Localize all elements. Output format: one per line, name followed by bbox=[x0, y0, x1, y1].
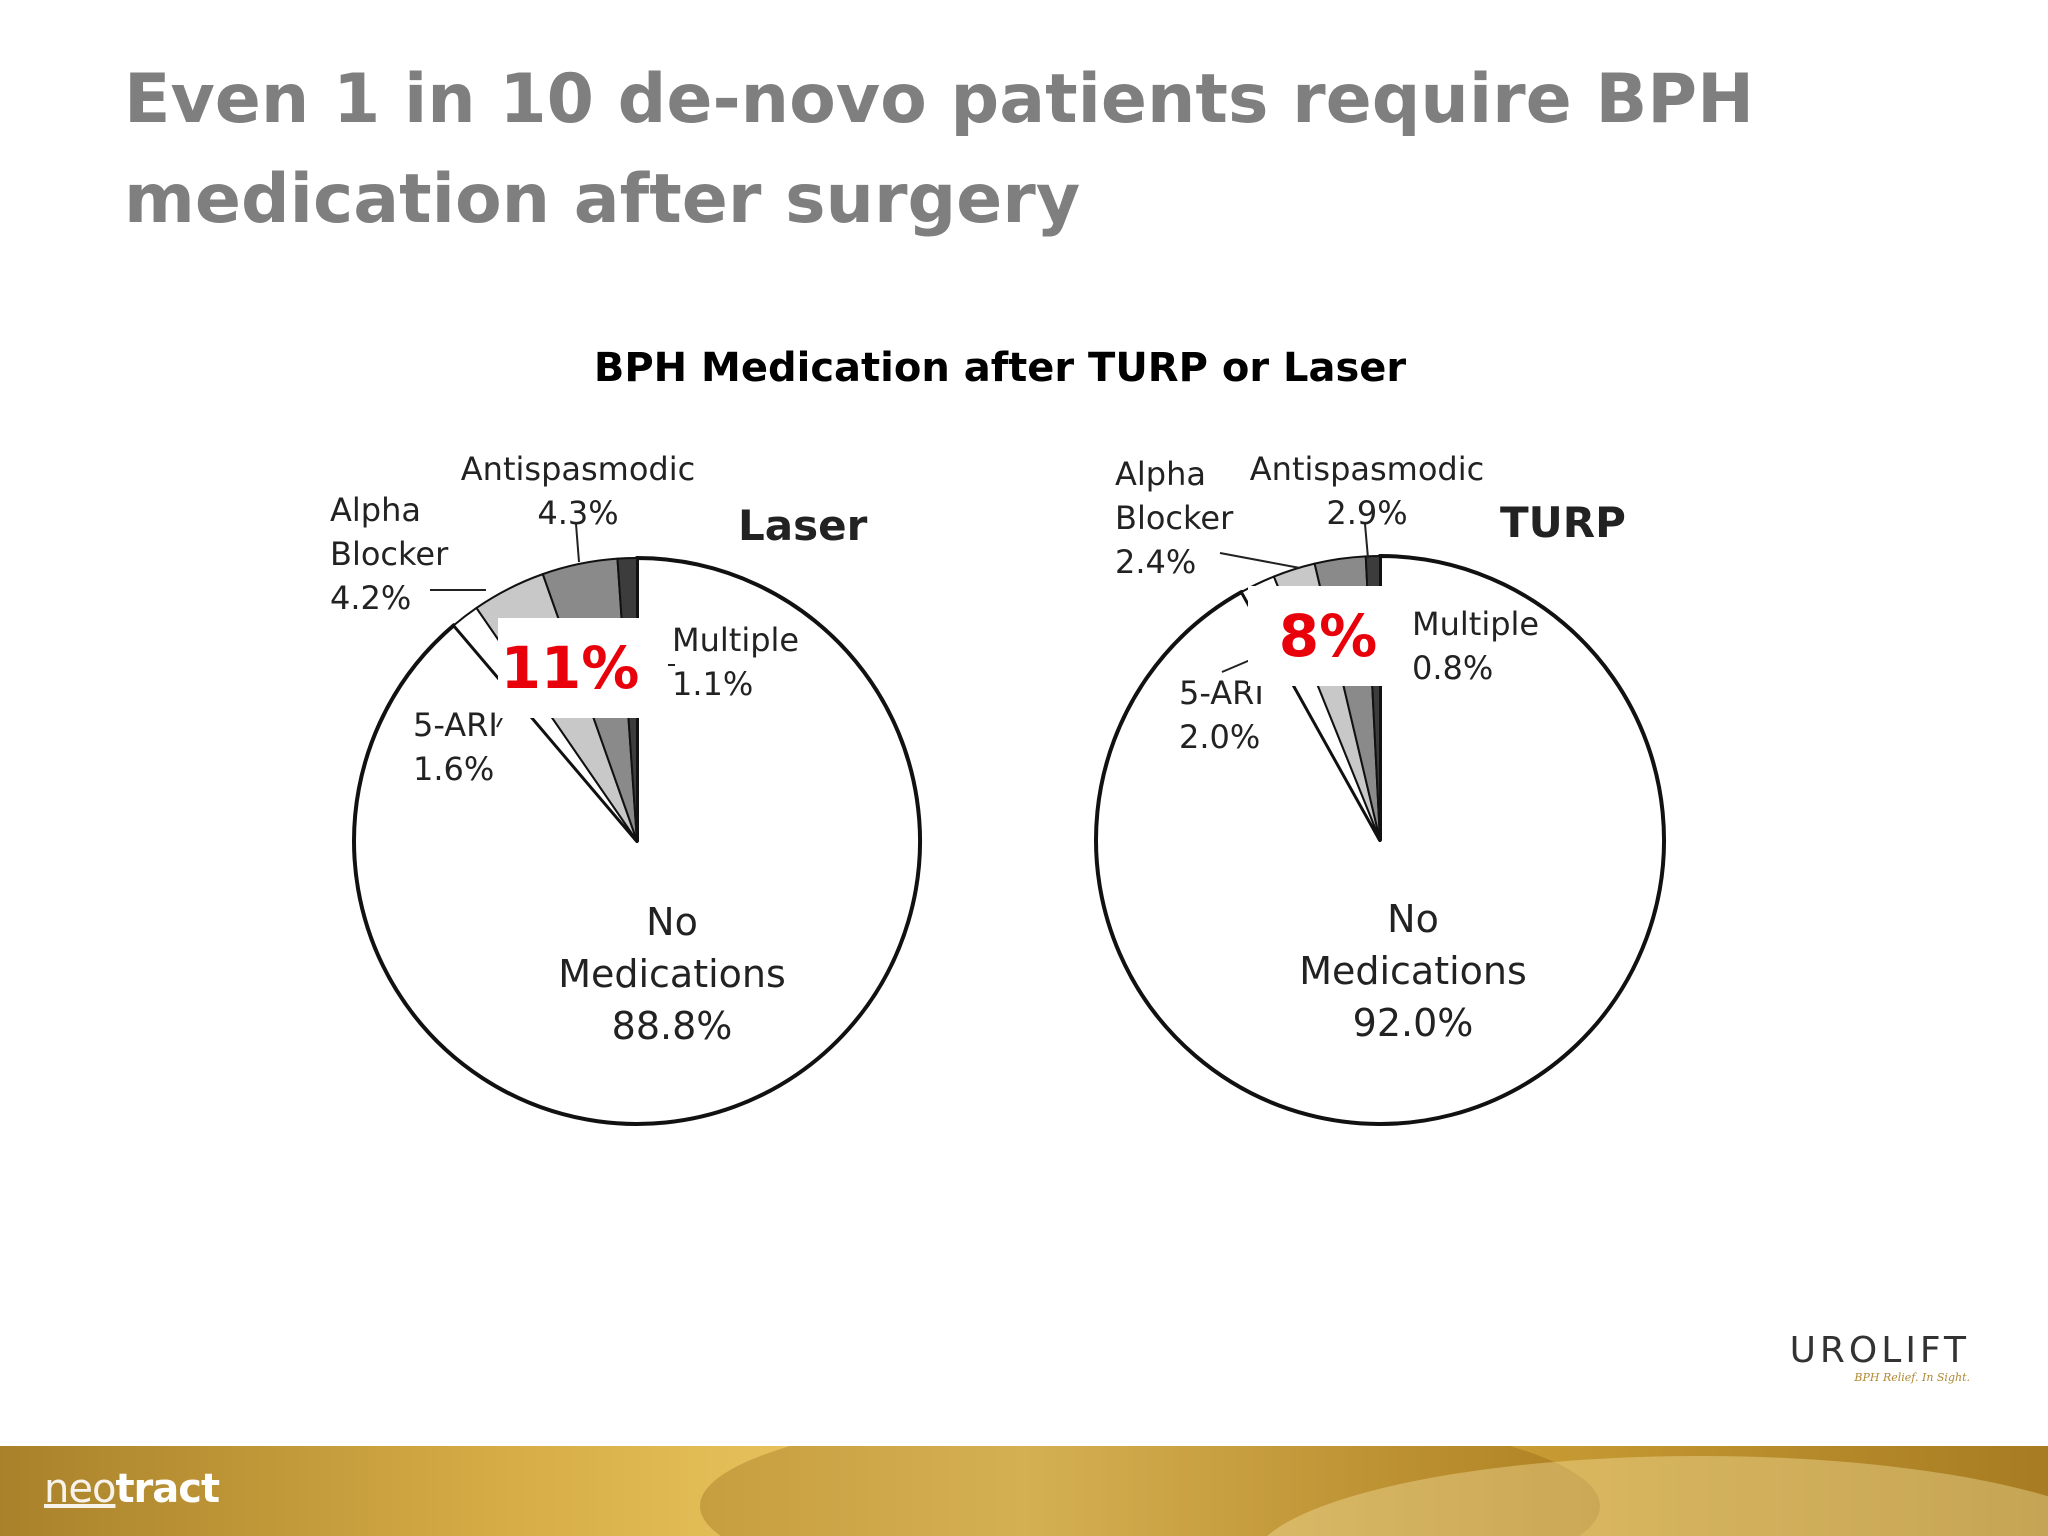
neotract-logo-thin: neo bbox=[44, 1466, 116, 1512]
laser-slice-label-0: No Medications 88.8% bbox=[558, 900, 786, 1048]
footer-bar: neotract bbox=[0, 1446, 2048, 1536]
turp-slice-label-4-line-1: 0.8% bbox=[1412, 649, 1493, 687]
slide-title-line-1: Even 1 in 10 de-novo patients require BP… bbox=[124, 60, 1755, 139]
laser-slice-label-0-line-1: Medications bbox=[558, 952, 786, 996]
turp-slice-label-0: No Medications 92.0% bbox=[1299, 897, 1527, 1045]
turp-slice-label-0-line-1: Medications bbox=[1299, 949, 1527, 993]
turp-leader-line-3 bbox=[1364, 523, 1369, 559]
turp-slice-label-4-line-0: Multiple bbox=[1412, 605, 1539, 643]
turp-leader-line-2 bbox=[1219, 552, 1301, 569]
laser-slice-label-1: 5-ARI 1.6% bbox=[413, 706, 498, 788]
turp-slice-label-2-line-2: 2.4% bbox=[1115, 543, 1196, 581]
turp-callout: 8% bbox=[1248, 586, 1408, 686]
urolift-logo: UROLIFT BPH Relief. In Sight. bbox=[1770, 1330, 1970, 1384]
laser-slice-label-2: Alpha Blocker 4.2% bbox=[330, 491, 449, 617]
turp-slice-label-0-line-2: 92.0% bbox=[1353, 1001, 1474, 1045]
laser-pie-title: Laser bbox=[738, 501, 868, 550]
laser-slice-label-4: Multiple 1.1% bbox=[672, 621, 799, 703]
turp-slice-label-0-line-0: No bbox=[1387, 897, 1439, 941]
laser-slice-label-4-line-0: Multiple bbox=[672, 621, 799, 659]
laser-slice-label-1-line-0: 5-ARI bbox=[413, 706, 498, 744]
turp-slice-label-2: Alpha Blocker 2.4% bbox=[1115, 455, 1234, 581]
turp-slice-label-1-line-1: 2.0% bbox=[1179, 718, 1260, 756]
slide-title: Even 1 in 10 de-novo patients require BP… bbox=[124, 50, 1824, 250]
urolift-logo-name: UROLIFT bbox=[1789, 1330, 1970, 1371]
slide-title-line-2: medication after surgery bbox=[124, 160, 1081, 239]
turp-slice-label-3-line-1: 2.9% bbox=[1326, 494, 1407, 532]
urolift-logo-tagline: BPH Relief. In Sight. bbox=[1854, 1371, 1970, 1384]
laser-slice-label-3-line-0: Antispasmodic bbox=[461, 450, 695, 488]
chart-heading: BPH Medication after TURP or Laser bbox=[593, 345, 1407, 391]
laser-slice-label-3: Antispasmodic 4.3% bbox=[461, 450, 695, 532]
laser-slice-label-2-line-2: 4.2% bbox=[330, 579, 411, 617]
laser-slice-label-4-line-1: 1.1% bbox=[672, 665, 753, 703]
neotract-logo: neotract bbox=[44, 1466, 220, 1512]
laser-slice-label-0-line-0: No bbox=[646, 900, 698, 944]
neotract-logo-bold: tract bbox=[115, 1466, 220, 1512]
laser-slice-label-3-line-1: 4.3% bbox=[537, 494, 618, 532]
turp-pie-title: TURP bbox=[1500, 498, 1626, 547]
turp-slice-label-4: Multiple 0.8% bbox=[1412, 605, 1539, 687]
laser-slice-label-2-line-1: Blocker bbox=[330, 535, 449, 573]
turp-slice-label-2-line-1: Blocker bbox=[1115, 499, 1234, 537]
laser-slice-label-0-line-2: 88.8% bbox=[612, 1004, 733, 1048]
laser-leader-line-3 bbox=[575, 523, 580, 563]
turp-slice-label-2-line-0: Alpha bbox=[1115, 455, 1206, 493]
laser-slice-label-1-line-1: 1.6% bbox=[413, 750, 494, 788]
laser-callout: 11% bbox=[498, 618, 642, 718]
laser-pie: Laser No Medications 88.8% 5-ARI 1.6% Alpha Blo… bbox=[330, 450, 922, 1126]
turp-slice-label-3-line-0: Antispasmodic bbox=[1250, 450, 1484, 488]
laser-slice-label-2-line-0: Alpha bbox=[330, 491, 421, 529]
turp-slice-label-3: Antispasmodic 2.9% bbox=[1250, 450, 1484, 532]
